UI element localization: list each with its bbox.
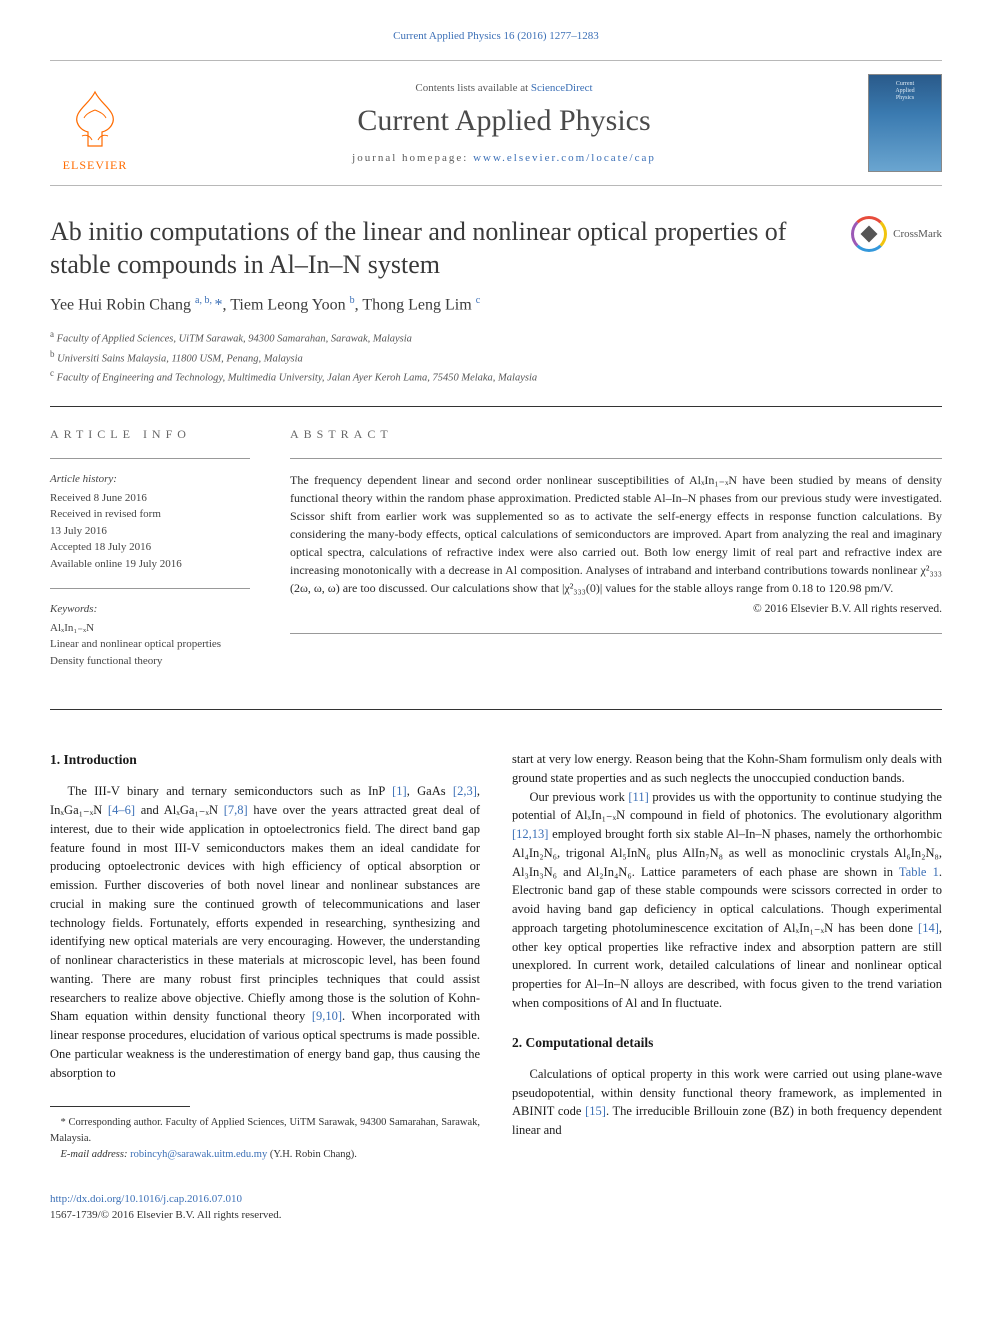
author-affil-sup: b [350, 295, 355, 306]
history-line: Accepted 18 July 2016 [50, 539, 250, 556]
body-paragraph: Calculations of optical property in this… [512, 1065, 942, 1140]
running-header: Current Applied Physics 16 (2016) 1277–1… [50, 30, 942, 42]
body-paragraph: start at very low energy. Reason being t… [512, 750, 942, 788]
divider-thin [50, 588, 250, 589]
abstract-text: The frequency dependent linear and secon… [290, 471, 942, 597]
ref-link[interactable]: [12,13] [512, 827, 548, 841]
history-title: Article history: [50, 471, 250, 488]
affiliation-b: Universiti Sains Malaysia, 11800 USM, Pe… [57, 353, 303, 364]
crossmark-icon [851, 216, 887, 252]
elsevier-wordmark: ELSEVIER [63, 158, 128, 173]
ref-link[interactable]: [7,8] [224, 803, 248, 817]
homepage-prefix: journal homepage: [352, 152, 473, 164]
body-two-column: 1. Introduction The III-V binary and ter… [50, 750, 942, 1163]
history-line: Available online 19 July 2016 [50, 556, 250, 573]
abstract-label: ABSTRACT [290, 427, 942, 442]
keyword: Linear and nonlinear optical properties [50, 636, 250, 653]
cover-text-2: Applied [895, 88, 914, 95]
authors-line: Yee Hui Robin Chang a, b, *, Tiem Leong … [50, 295, 942, 314]
crossmark-badge[interactable]: CrossMark [851, 216, 942, 252]
issn-copyright: 1567-1739/© 2016 Elsevier B.V. All right… [50, 1207, 942, 1224]
body-paragraph: The III-V binary and ternary semiconduct… [50, 782, 480, 1082]
contents-prefix: Contents lists available at [415, 82, 530, 94]
keyword: AlₓIn₁₋ₓN [50, 620, 250, 637]
section-heading-computational: 2. Computational details [512, 1033, 942, 1053]
affiliation-c: Faculty of Engineering and Technology, M… [57, 372, 538, 383]
section-heading-introduction: 1. Introduction [50, 750, 480, 770]
journal-header-band: ELSEVIER Contents lists available at Sci… [50, 60, 942, 186]
divider-thin [50, 458, 250, 459]
abstract-copyright: © 2016 Elsevier B.V. All rights reserved… [290, 603, 942, 615]
divider [50, 709, 942, 710]
author-affil-sup: a, b, [195, 295, 214, 306]
homepage-line: journal homepage: www.elsevier.com/locat… [140, 152, 868, 164]
ref-link[interactable]: [15] [585, 1104, 606, 1118]
article-title: Ab initio computations of the linear and… [50, 216, 851, 281]
affiliations-block: a Faculty of Applied Sciences, UiTM Sara… [50, 328, 942, 386]
citation-link[interactable]: Current Applied Physics 16 (2016) 1277–1… [393, 30, 599, 42]
email-line: E-mail address: robincyh@sarawak.uitm.ed… [50, 1147, 480, 1163]
article-info-label: ARTICLE INFO [50, 427, 250, 442]
keyword: Density functional theory [50, 653, 250, 670]
email-link[interactable]: robincyh@sarawak.uitm.edu.my [130, 1149, 267, 1160]
sciencedirect-link[interactable]: ScienceDirect [531, 82, 593, 94]
cover-text-1: Current [896, 81, 914, 88]
ref-link[interactable]: [14] [918, 921, 939, 935]
ref-link[interactable]: [2,3] [453, 784, 477, 798]
divider-thin [290, 633, 942, 634]
history-line: Received 8 June 2016 [50, 490, 250, 507]
doi-link[interactable]: http://dx.doi.org/10.1016/j.cap.2016.07.… [50, 1193, 242, 1205]
elsevier-logo: ELSEVIER [50, 73, 140, 173]
homepage-link[interactable]: www.elsevier.com/locate/cap [473, 152, 656, 164]
divider-thin [290, 458, 942, 459]
ref-link[interactable]: [1] [392, 784, 407, 798]
corresponding-author-note: * Corresponding author. Faculty of Appli… [50, 1115, 480, 1147]
ref-link[interactable]: [11] [628, 790, 648, 804]
email-attribution: (Y.H. Robin Chang). [267, 1149, 357, 1160]
history-line: 13 July 2016 [50, 523, 250, 540]
email-label: E-mail address: [61, 1149, 131, 1160]
keywords-title: Keywords: [50, 601, 250, 618]
crossmark-label: CrossMark [893, 228, 942, 240]
footnotes-block: * Corresponding author. Faculty of Appli… [50, 1115, 480, 1162]
journal-name: Current Applied Physics [140, 104, 868, 138]
elsevier-tree-icon [60, 84, 130, 154]
ref-link[interactable]: [4–6] [108, 803, 135, 817]
history-line: Received in revised form [50, 506, 250, 523]
contents-line: Contents lists available at ScienceDirec… [140, 82, 868, 94]
table-link[interactable]: Table 1 [899, 865, 939, 879]
ref-link[interactable]: [9,10] [312, 1009, 342, 1023]
footnote-separator [50, 1106, 190, 1107]
page-footer: http://dx.doi.org/10.1016/j.cap.2016.07.… [50, 1191, 942, 1224]
body-paragraph: Our previous work [11] provides us with … [512, 788, 942, 1013]
author-affil-sup: c [476, 295, 480, 306]
cover-text-3: Physics [896, 95, 914, 102]
corr-asterisk: * [215, 296, 223, 313]
journal-cover-thumbnail: Current Applied Physics [868, 74, 942, 172]
affiliation-a: Faculty of Applied Sciences, UiTM Sarawa… [57, 334, 412, 345]
